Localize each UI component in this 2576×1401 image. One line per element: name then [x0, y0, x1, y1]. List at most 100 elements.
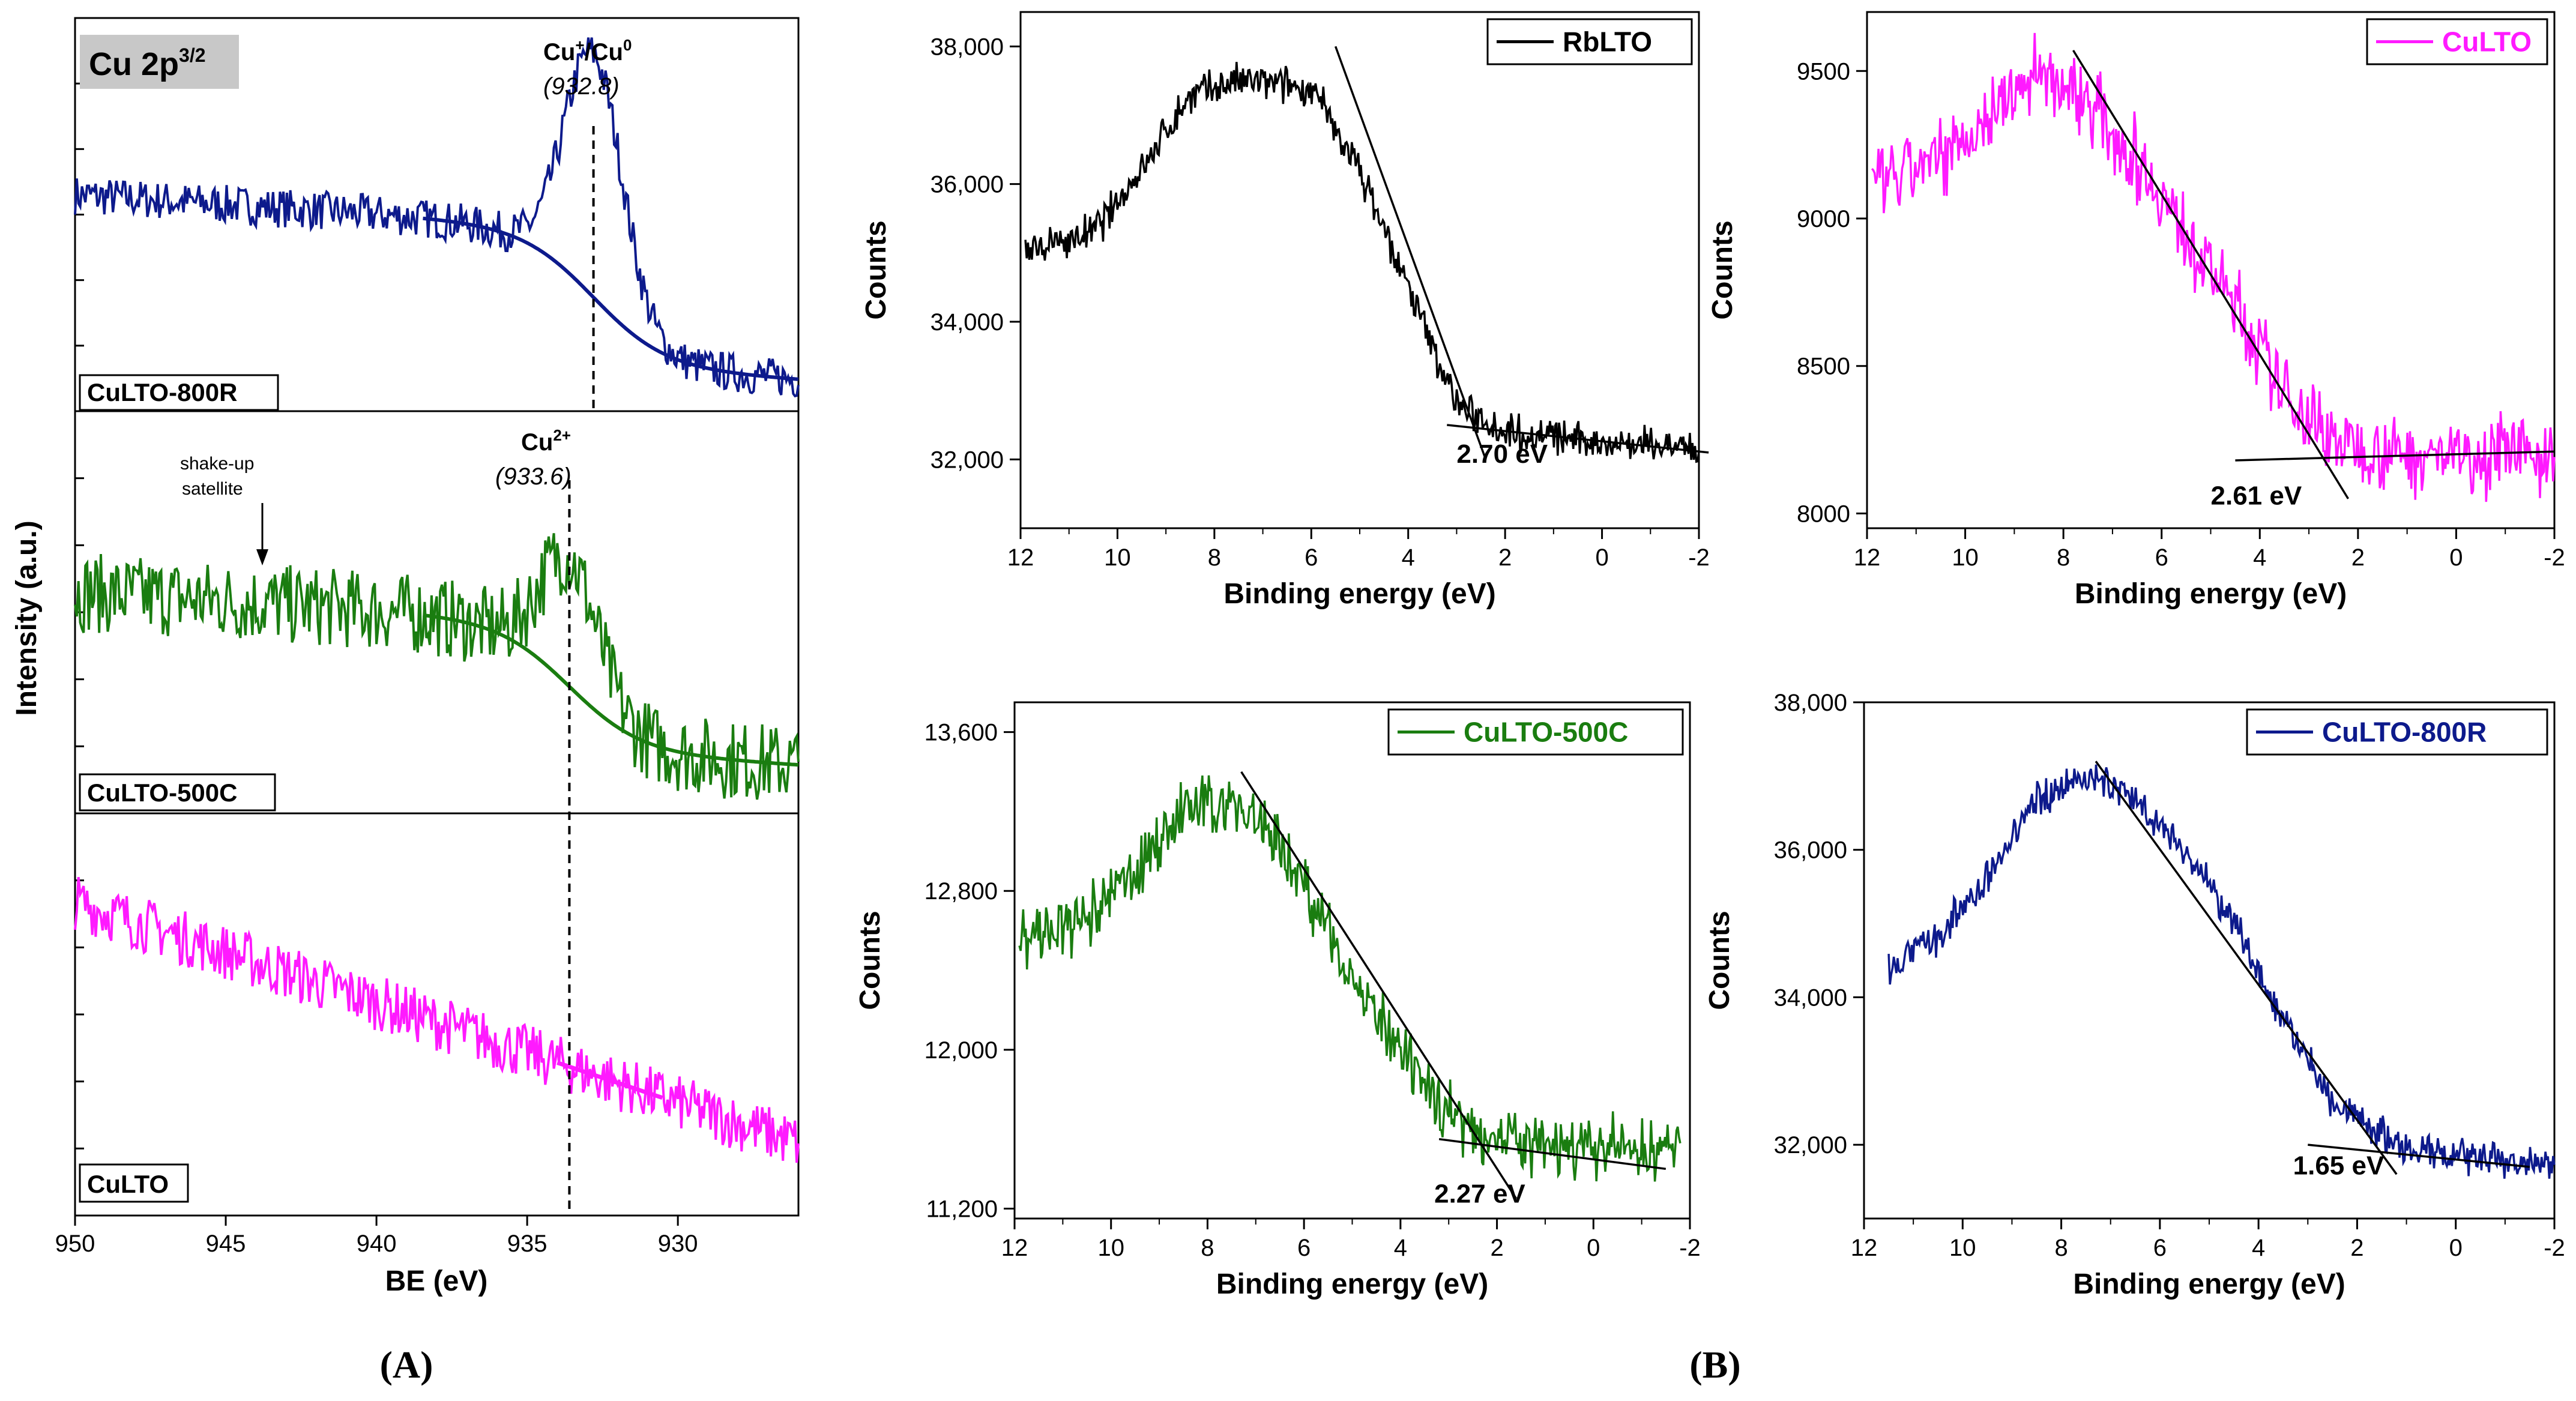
- edge-fit-line: [1334, 46, 1487, 460]
- panel-a-title: Cu 2p3/2: [89, 44, 206, 82]
- x-tick-label: 4: [2253, 544, 2266, 571]
- x-tick-label: 8: [2057, 544, 2070, 571]
- x-tick-label: 0: [2449, 1235, 2463, 1261]
- background-culto-500c: [423, 613, 799, 767]
- baseline-fit-line: [2235, 450, 2555, 462]
- plot-culto: 12 10 8 6 4 2 0 -2 8000 8500 9000 9500 Binding energ…: [1707, 11, 2565, 610]
- x-axis-title: Binding energy (eV): [1216, 1268, 1488, 1300]
- y-tick-label: 38,000: [1774, 690, 1847, 716]
- x-tick-label: 8: [1208, 544, 1221, 571]
- figure-label-a: (A): [380, 1343, 433, 1386]
- y-tick-label: 32,000: [931, 447, 1004, 473]
- annotation-cu-2plus: Cu2+: [521, 426, 571, 456]
- y-tick-label: 13,600: [925, 720, 998, 746]
- band-gap-label: 2.27 eV: [1434, 1180, 1525, 1209]
- x-tick-label: 12: [1854, 544, 1881, 571]
- y-tick-label: 12,000: [925, 1037, 998, 1064]
- shake-up-arrowhead: [256, 549, 268, 565]
- y-tick-label: 36,000: [931, 172, 1004, 198]
- y-tick-label: 12,800: [925, 878, 998, 905]
- x-tick-label: 2: [1498, 544, 1512, 571]
- baseline-fit-line: [1438, 1137, 1667, 1171]
- x-tick-label: -2: [1679, 1235, 1701, 1261]
- x-tick-label: -2: [2544, 544, 2565, 571]
- label-culto-500c: CuLTO-500C: [87, 779, 237, 807]
- y-axis-title: Counts: [1704, 911, 1736, 1010]
- y-tick-label: 8000: [1797, 501, 1850, 527]
- x-tick-label: 0: [1595, 544, 1608, 571]
- x-tick-label: 4: [2252, 1235, 2265, 1261]
- x-tick-label: 6: [2153, 1235, 2167, 1261]
- annotation-cu-plus-value: (932.8): [543, 73, 620, 100]
- label-box-culto-500c: [79, 773, 276, 812]
- x-tick-label: 10: [1104, 544, 1131, 571]
- annotation-shake-up-1: shake-up: [180, 454, 254, 474]
- x-axis-title: Binding energy (eV): [2075, 578, 2347, 610]
- ann0-main: Cu: [543, 39, 575, 65]
- x-tick-label: 0: [1587, 1235, 1600, 1261]
- spectrum-culto-500c: [1018, 775, 1682, 1182]
- edge-fit-line: [1240, 771, 1518, 1199]
- y-tick-label: 8500: [1797, 354, 1850, 380]
- y-tick-label: 9000: [1797, 206, 1850, 232]
- x-tick-label: 12: [1001, 1235, 1028, 1261]
- x-tick-label: 2: [2351, 544, 2365, 571]
- y-axis-title: Counts: [1707, 220, 1739, 319]
- panel-a-ylabel: Intensity (a.u.): [11, 520, 43, 716]
- label-culto: CuLTO: [87, 1170, 169, 1198]
- annotation-shake-up-2: satellite: [182, 479, 243, 499]
- title-main: Cu 2p: [89, 46, 179, 82]
- y-tick-label: 36,000: [1774, 837, 1847, 864]
- spectrum-rblto: [1024, 62, 1700, 463]
- spectrum-culto-800r: [74, 37, 800, 398]
- x-tick-label: 6: [1305, 544, 1318, 571]
- legend-label: CuLTO: [2442, 26, 2532, 58]
- ann1-main: Cu: [521, 429, 553, 456]
- x-tick-label: 4: [1402, 544, 1415, 571]
- title-sup: 3/2: [179, 44, 205, 66]
- y-axis-title: Counts: [854, 911, 886, 1010]
- y-tick-label: 34,000: [931, 309, 1004, 336]
- x-tick-label: 10: [1952, 544, 1979, 571]
- panel-a: Cu 2p3/2 Cu+/Cu0 (932.8) Cu2+ (933.6) sh…: [11, 17, 800, 1297]
- x-axis-title: Binding energy (eV): [1223, 578, 1495, 610]
- x-tick-label: 12: [1007, 544, 1034, 571]
- x-axis-title: Binding energy (eV): [2073, 1268, 2345, 1300]
- label-culto-800r: CuLTO-800R: [87, 378, 237, 406]
- band-gap-label: 1.65 eV: [2293, 1151, 2384, 1180]
- background-culto: [557, 1061, 663, 1100]
- x-tick-label: 930: [658, 1231, 698, 1257]
- x-tick-label: 945: [206, 1231, 246, 1257]
- x-tick-label: 935: [507, 1231, 547, 1257]
- y-tick-label: 38,000: [931, 34, 1004, 60]
- x-tick-label: 950: [55, 1231, 95, 1257]
- x-tick-label: 8: [2054, 1235, 2068, 1261]
- x-tick-label: 10: [1097, 1235, 1124, 1261]
- y-tick-label: 34,000: [1774, 984, 1847, 1011]
- annotation-cu-plus: Cu+/Cu0: [543, 36, 632, 65]
- plot-rblto: 12 10 8 6 4 2 0 -2 32,000 34,000 36,000 38,000 Bindi…: [860, 11, 1710, 610]
- plot-culto-800r: 12 10 8 6 4 2 0 -2 32,000 34,000 36,000 38,000 Bindi…: [1704, 690, 2565, 1300]
- legend-label: CuLTO-800R: [2322, 717, 2487, 748]
- spectrum-culto: [74, 876, 800, 1163]
- x-tick-label: -2: [1688, 544, 1710, 571]
- ann0-sup2: 0: [623, 36, 632, 54]
- background-culto-800r: [423, 216, 799, 381]
- x-tick-label: 8: [1201, 1235, 1214, 1261]
- label-box-culto: [79, 1163, 189, 1203]
- figure-label-b: (B): [1689, 1343, 1740, 1386]
- y-axis-title: Counts: [860, 220, 892, 319]
- x-tick-label: 6: [2155, 544, 2168, 571]
- band-gap-label: 2.61 eV: [2211, 481, 2302, 511]
- panel-a-frame-bottom: [74, 812, 800, 1217]
- panel-b: 12 10 8 6 4 2 0 -2 32,000 34,000 36,000 38,000 Bindi…: [854, 11, 2565, 1300]
- x-tick-label: 10: [1949, 1235, 1976, 1261]
- x-tick-label: 12: [1851, 1235, 1878, 1261]
- plot-frame: [1863, 701, 2556, 1220]
- x-tick-label: 4: [1394, 1235, 1407, 1261]
- ann0-mid: /Cu: [585, 39, 623, 65]
- y-tick-label: 9500: [1797, 58, 1850, 85]
- label-box-culto-800r: [79, 374, 279, 411]
- spectrum-culto-500c: [74, 533, 800, 800]
